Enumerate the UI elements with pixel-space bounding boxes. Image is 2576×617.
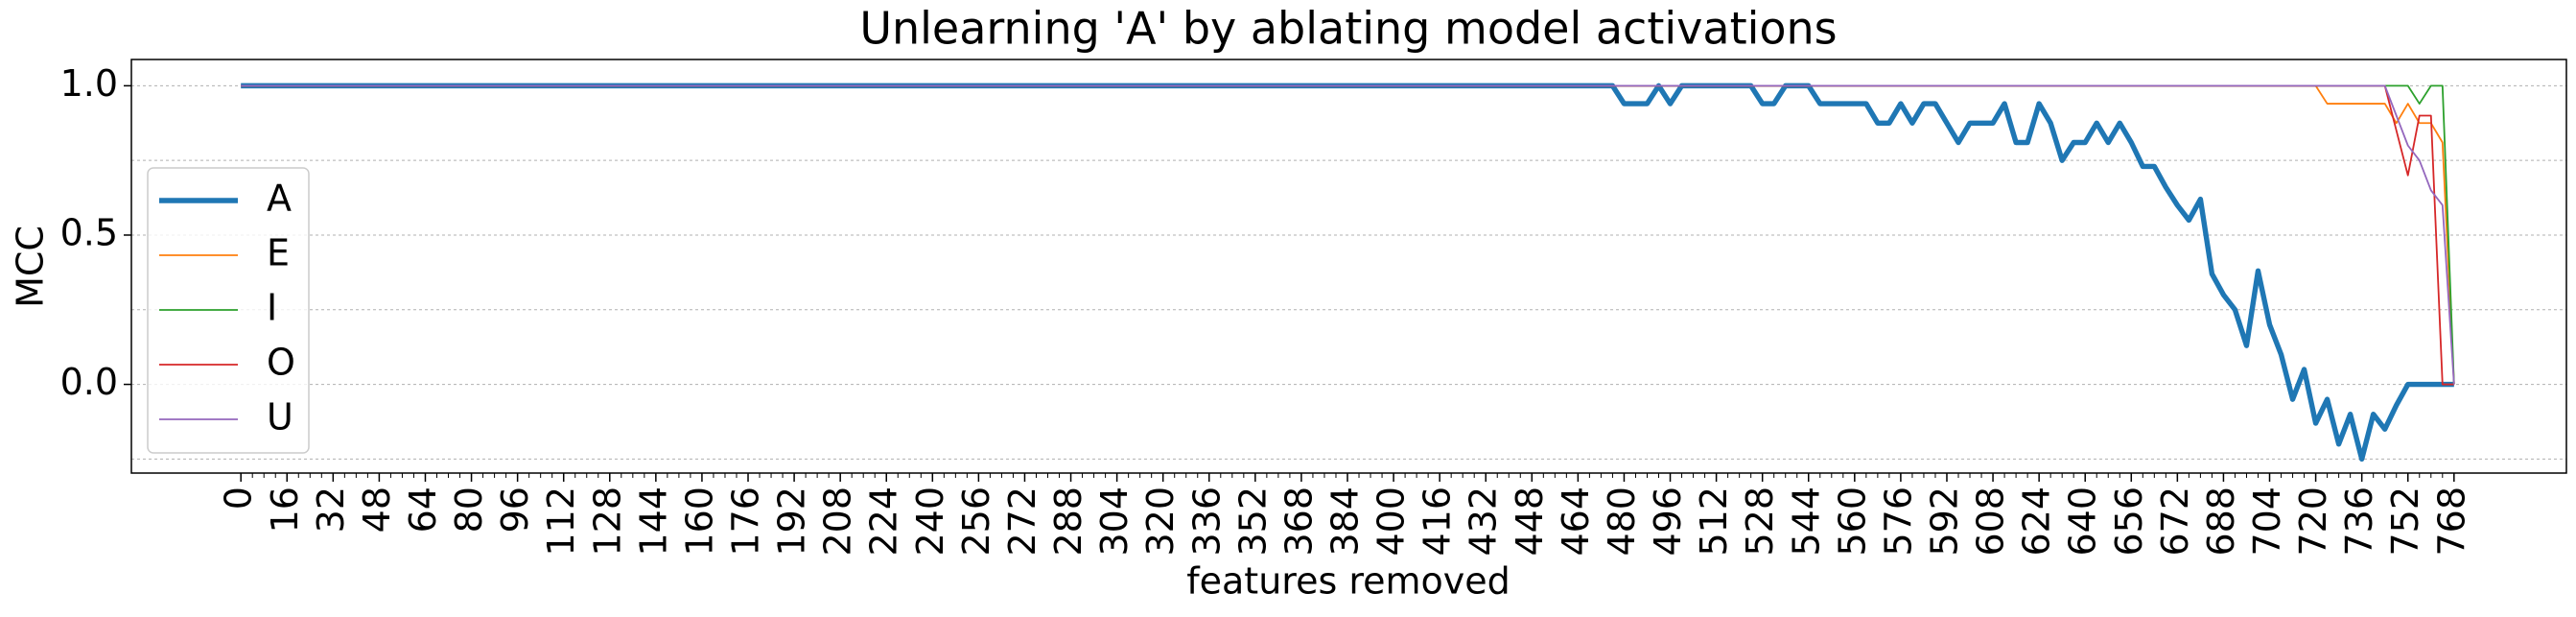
legend-label: O <box>267 342 295 384</box>
x-tick-label: 96 <box>494 486 536 533</box>
x-tick-label: 400 <box>1370 486 1413 557</box>
x-tick-label: 656 <box>2108 486 2150 557</box>
x-tick-label: 704 <box>2246 486 2288 557</box>
x-tick-label: 16 <box>264 486 306 533</box>
x-tick-label: 48 <box>356 486 398 533</box>
x-tick-label: 608 <box>1970 486 2012 557</box>
x-tick-label: 224 <box>863 486 905 557</box>
x-tick-label: 416 <box>1417 486 1459 557</box>
x-tick-label: 688 <box>2200 486 2242 557</box>
x-tick-label: 432 <box>1463 486 1505 557</box>
x-tick-label: 368 <box>1277 486 1320 557</box>
x-tick-label: 208 <box>817 486 859 557</box>
x-tick-label: 384 <box>1323 486 1366 557</box>
x-tick-label: 80 <box>448 486 490 533</box>
y-tick-label: 0.5 <box>60 211 118 253</box>
x-tick-label: 592 <box>1923 486 1965 557</box>
x-tick-label: 528 <box>1739 486 1781 557</box>
x-tick-label: 496 <box>1647 486 1689 557</box>
legend-label: E <box>267 232 290 274</box>
x-tick-label: 752 <box>2384 486 2426 557</box>
series-line <box>241 84 2455 385</box>
x-tick-label: 272 <box>1001 486 1043 557</box>
x-tick-label: 320 <box>1139 486 1182 557</box>
plot-frame <box>130 59 2567 474</box>
x-tick-label: 176 <box>725 486 767 557</box>
x-tick-label: 240 <box>909 486 951 557</box>
x-tick-label: 288 <box>1047 486 1089 557</box>
x-tick-label: 0 <box>218 486 260 510</box>
legend-label: U <box>267 396 293 439</box>
x-tick-label: 672 <box>2154 486 2196 557</box>
x-tick-label: 304 <box>1093 486 1136 557</box>
y-axis-label: MCC <box>10 225 52 308</box>
x-axis-label: features removed <box>1186 560 1510 603</box>
x-tick-label: 64 <box>402 486 444 533</box>
x-tick-label: 720 <box>2292 486 2334 557</box>
x-tick-label: 576 <box>1877 486 1919 557</box>
x-tick-label: 256 <box>955 486 997 557</box>
x-tick-label: 448 <box>1509 486 1551 557</box>
x-tick-label: 768 <box>2430 486 2472 557</box>
x-tick-label: 544 <box>1785 486 1827 557</box>
chart-title: Unlearning 'A' by ablating model activat… <box>859 3 1837 55</box>
x-tick-label: 336 <box>1185 486 1228 557</box>
x-tick-label: 160 <box>678 486 720 557</box>
x-tick-label: 32 <box>310 486 352 533</box>
x-tick-label: 640 <box>2062 486 2104 557</box>
x-tick-label: 736 <box>2338 486 2380 557</box>
x-tick-label: 352 <box>1231 486 1274 557</box>
x-tick-label: 128 <box>586 486 628 557</box>
legend-label: A <box>267 178 292 220</box>
x-tick-label: 624 <box>2016 486 2058 557</box>
y-tick-label: 0.0 <box>60 361 118 403</box>
x-tick-label: 112 <box>540 486 582 557</box>
series-line <box>241 83 2454 463</box>
x-tick-label: 512 <box>1693 486 1735 557</box>
x-tick-label: 464 <box>1555 486 1597 557</box>
legend-label: I <box>267 287 277 329</box>
x-tick-label: 192 <box>771 486 813 557</box>
x-tick-label: 480 <box>1601 486 1643 557</box>
x-tick-label: 560 <box>1831 486 1873 557</box>
y-tick-label: 1.0 <box>60 62 118 105</box>
x-tick-label: 144 <box>632 486 674 557</box>
